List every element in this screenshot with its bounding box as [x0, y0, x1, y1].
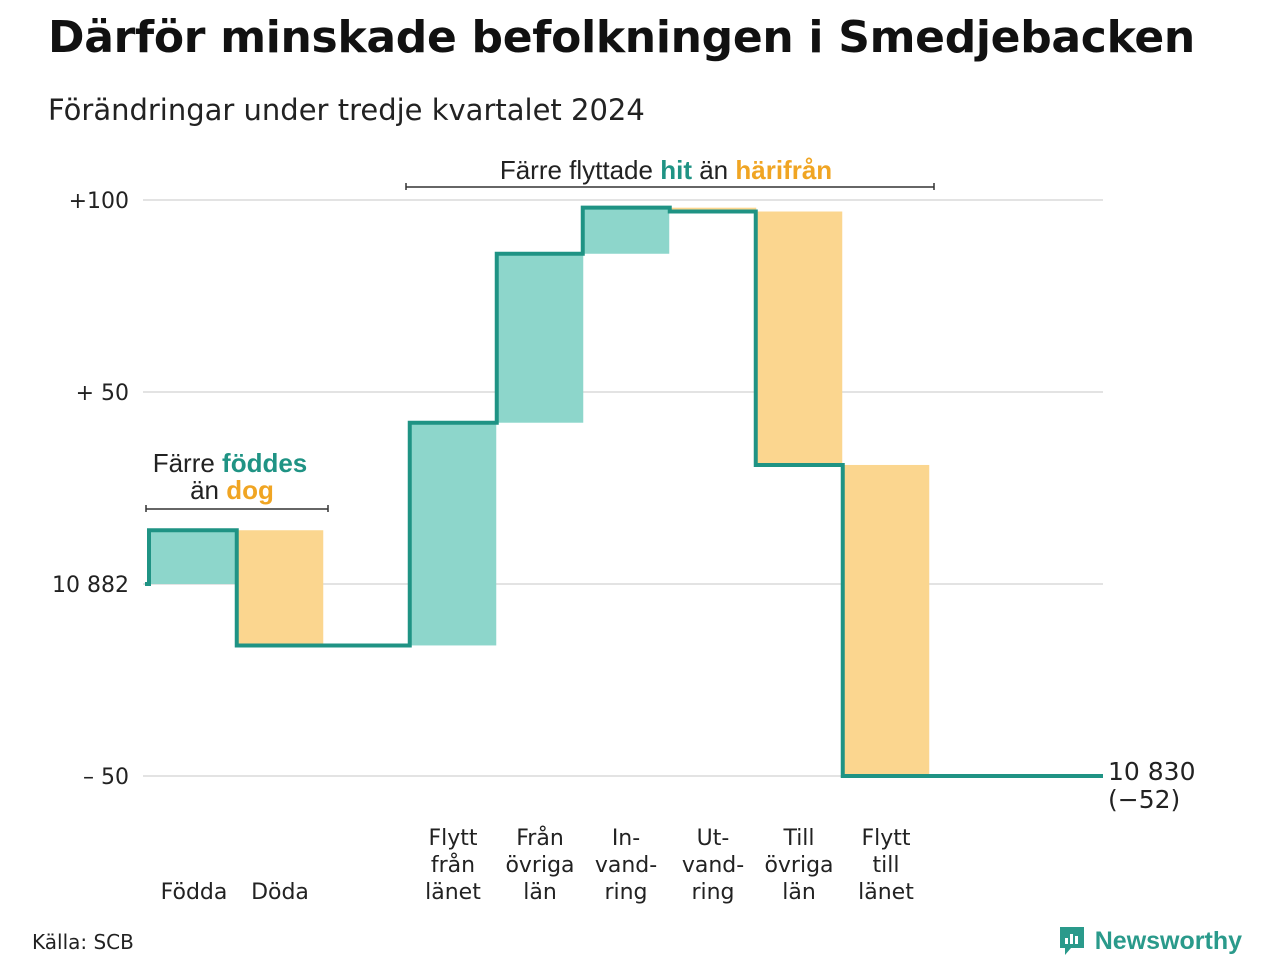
category-label-line: In- [612, 826, 640, 851]
chart-subtitle: Förändringar under tredje kvartalet 2024 [48, 93, 645, 127]
category-label-line: län [782, 880, 816, 905]
y-tick-label: + 50 [76, 381, 129, 406]
births-annotation-line1: Färre föddes [153, 448, 308, 478]
bars [150, 207, 930, 776]
category-label-line: övriga [764, 853, 833, 878]
category-label-line: Flytt [428, 826, 477, 851]
newsworthy-logo-icon [1059, 927, 1084, 955]
waterfall-bar [582, 207, 670, 254]
category-label: Till övriga län [764, 826, 833, 905]
waterfall-bar [409, 422, 497, 646]
end-change-label: (−52) [1108, 785, 1180, 814]
category-label-line: från [431, 852, 475, 878]
annotation-text: än [190, 475, 226, 505]
source-note: Källa: SCB [32, 930, 134, 954]
y-tick-label: – 50 [83, 765, 129, 790]
births-bracket [145, 505, 329, 512]
waterfall-bar [496, 253, 584, 423]
chart-title: Därför minskade befolkningen i Smedjebac… [48, 12, 1195, 63]
brand-name: Newsworthy [1094, 926, 1242, 955]
category-label-line: länet [858, 880, 914, 905]
annotation-highlight-teal: föddes [222, 448, 307, 478]
waterfall-bar [150, 530, 238, 584]
category-label-line: till [873, 853, 900, 878]
annotation-highlight-orange: härifrån [735, 155, 832, 185]
category-label-line: länet [425, 880, 481, 905]
moves-bracket [405, 183, 935, 190]
category-label-line: Döda [251, 880, 309, 905]
category-label-line: ring [604, 880, 647, 905]
category-label: Döda [251, 880, 309, 905]
end-value-label: 10 830 [1108, 757, 1195, 786]
waterfall-bar [236, 530, 324, 646]
category-label: Flytt till länet [858, 826, 914, 905]
annotation-text: Färre [153, 448, 222, 478]
category-label-line: Från [516, 825, 564, 851]
step-line [145, 205, 1103, 778]
waterfall-bar [755, 211, 843, 465]
y-tick-label: 10 882 [52, 573, 129, 598]
gridlines [143, 199, 1103, 777]
category-label: Flytt från länet [425, 826, 481, 905]
category-label-line: Ut- [697, 826, 730, 851]
category-label-line: Flytt [861, 826, 910, 851]
brand-logo[interactable]: Newsworthy [1057, 924, 1242, 958]
category-label: Ut-vand-ring [682, 826, 744, 905]
cumulative-step-line [145, 205, 1103, 778]
category-label-line: vand- [595, 853, 657, 878]
category-label: Födda [161, 880, 228, 905]
category-label-line: Födda [161, 880, 228, 905]
category-label-line: län [523, 880, 557, 905]
category-label: Från övriga län [505, 825, 574, 905]
category-label-line: ring [691, 880, 734, 905]
annotation-highlight-orange: dog [226, 475, 274, 505]
category-label-line: övriga [505, 853, 574, 878]
annotation-text: än [692, 155, 735, 185]
waterfall-bar [842, 464, 930, 776]
annotation-highlight-teal: hit [660, 155, 692, 185]
births-annotation-line2: än dog [190, 475, 274, 505]
moves-annotation: Färre flyttade hit än härifrån [500, 155, 832, 185]
category-label-line: Till [782, 826, 814, 851]
y-tick-label: +100 [69, 189, 129, 214]
category-label: In-vand-ring [595, 826, 657, 905]
category-label-line: vand- [682, 853, 744, 878]
annotation-text: Färre flyttade [500, 155, 660, 185]
